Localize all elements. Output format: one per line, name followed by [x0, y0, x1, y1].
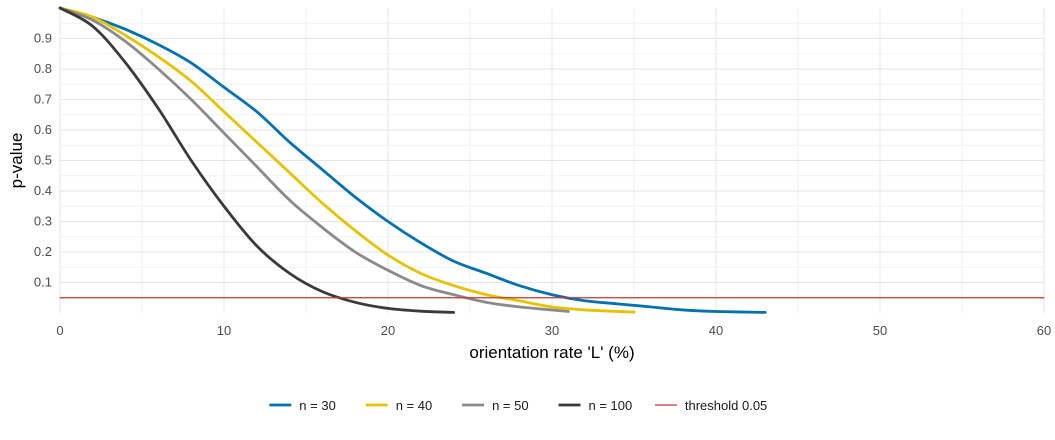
y-axis-title: p-value [7, 133, 26, 189]
y-axis-ticks: 0.1 0.2 0.3 0.4 0.5 0.6 0.7 0.8 0.9 [34, 31, 52, 290]
x-tick-label: 0 [56, 323, 63, 338]
legend-label-1: n = 40 [396, 398, 433, 413]
legend: n = 30 n = 40 n = 50 n = 100 threshold 0.05 [269, 398, 767, 413]
y-tick-label: 0.1 [34, 275, 52, 290]
x-tick-label: 50 [873, 323, 887, 338]
series-line-3 [58, 6, 455, 314]
series-line-2 [58, 6, 570, 313]
x-tick-label: 10 [217, 323, 231, 338]
legend-label-0: n = 30 [299, 398, 336, 413]
y-tick-label: 0.7 [34, 92, 52, 107]
y-tick-label: 0.6 [34, 122, 52, 137]
legend-label-2: n = 50 [492, 398, 529, 413]
x-axis-ticks: 0 10 20 30 40 50 60 [56, 323, 1051, 338]
y-tick-label: 0.2 [34, 244, 52, 259]
legend-label-4: threshold 0.05 [685, 398, 767, 413]
x-tick-label: 20 [381, 323, 395, 338]
y-tick-label: 0.4 [34, 183, 52, 198]
y-tick-label: 0.8 [34, 61, 52, 76]
x-tick-label: 60 [1037, 323, 1051, 338]
x-tick-label: 40 [709, 323, 723, 338]
series-line-0 [58, 6, 767, 314]
x-axis-title: orientation rate 'L' (%) [469, 343, 634, 362]
legend-label-3: n = 100 [589, 398, 633, 413]
y-tick-label: 0.9 [34, 31, 52, 46]
series-lines [58, 6, 1045, 314]
grid [59, 8, 1045, 313]
series-line-1 [58, 6, 636, 314]
y-tick-label: 0.5 [34, 153, 52, 168]
y-tick-label: 0.3 [34, 214, 52, 229]
x-tick-label: 30 [545, 323, 559, 338]
